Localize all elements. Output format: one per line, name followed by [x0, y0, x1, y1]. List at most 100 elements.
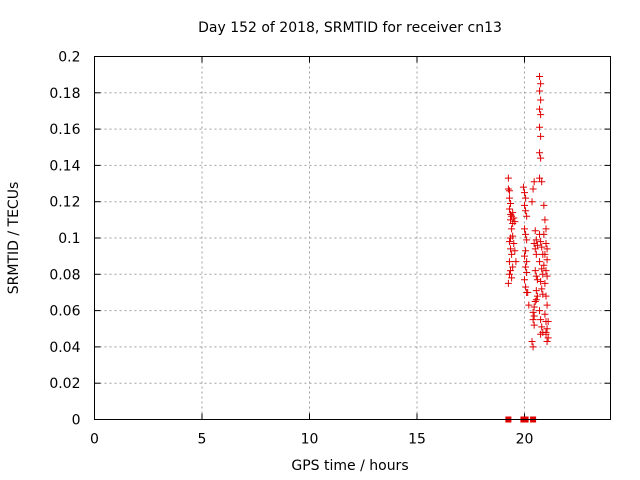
grid-lines [94, 56, 611, 420]
data-point [505, 187, 513, 195]
data-point [509, 263, 517, 271]
data-points [504, 72, 552, 423]
data-point [537, 278, 545, 286]
data-point [538, 285, 546, 293]
data-point [541, 250, 549, 258]
data-point [522, 230, 530, 238]
data-point [512, 258, 520, 266]
y-tick-label: 0 [72, 413, 81, 429]
data-point [537, 132, 545, 140]
data-point [521, 189, 528, 197]
data-point [544, 334, 552, 342]
data-point [507, 200, 515, 208]
data-point [533, 276, 541, 284]
data-point [525, 301, 533, 309]
data-point [542, 225, 550, 233]
data-point [536, 307, 544, 315]
data-point [522, 247, 530, 255]
data-point [505, 205, 513, 213]
data-point [530, 312, 538, 320]
data-point [532, 272, 540, 280]
y-tick-label: 0.1 [58, 231, 80, 247]
data-point [531, 245, 539, 253]
data-point [536, 105, 544, 113]
data-point [543, 272, 551, 280]
data-point [521, 225, 528, 233]
data-point [540, 261, 548, 269]
data-point [536, 174, 544, 182]
y-tick-label: 0.18 [49, 86, 80, 102]
data-point [504, 174, 512, 182]
y-tick-label: 0.12 [49, 195, 80, 211]
data-point [530, 178, 538, 186]
y-tick-label: 0.04 [49, 340, 80, 356]
data-point [532, 250, 540, 258]
x-tick-label: 5 [198, 432, 207, 448]
data-point [508, 225, 516, 233]
data-point [536, 123, 544, 131]
y-tick-label: 0.02 [49, 376, 80, 392]
data-point [544, 317, 552, 325]
chart-title: Day 152 of 2018, SRMTID for receiver cn1… [198, 20, 502, 36]
data-point [522, 194, 530, 202]
data-point [538, 178, 546, 186]
y-tick-label: 0.08 [49, 267, 80, 283]
x-axis-label: GPS time / hours [291, 458, 408, 474]
data-point [507, 267, 515, 275]
data-point [537, 316, 545, 324]
data-point [537, 111, 545, 119]
data-point [538, 265, 546, 273]
data-point [543, 337, 551, 345]
data-point [505, 270, 513, 278]
data-point [537, 238, 545, 246]
data-point [542, 292, 550, 300]
data-point [521, 201, 528, 209]
data-point [529, 308, 537, 316]
axis-ticks: 0 0.02 0.04 0.06 0.08 0.1 0.12 0.14 0.16 0.18 0.2 0… [49, 50, 611, 448]
data-point [528, 337, 536, 345]
data-point [542, 239, 550, 247]
data-point [510, 214, 518, 222]
data-point [532, 296, 540, 304]
data-point [532, 236, 540, 244]
x-tick-label: 15 [408, 432, 426, 448]
data-point [523, 258, 531, 266]
data-point [537, 96, 545, 104]
data-point [521, 252, 528, 260]
data-point [533, 241, 541, 249]
data-point [522, 263, 530, 271]
data-point [529, 185, 537, 193]
data-point [504, 279, 512, 287]
data-point [541, 216, 549, 224]
data-point [541, 310, 549, 318]
data-point [505, 238, 513, 246]
data-point [531, 267, 539, 275]
y-tick-label: 0.16 [49, 122, 80, 138]
data-point [538, 323, 546, 331]
plot-frame [94, 56, 611, 420]
y-tick-label: 0.06 [49, 304, 80, 320]
data-point [511, 218, 519, 226]
data-point [543, 245, 551, 253]
data-point [539, 290, 547, 298]
data-point [536, 258, 544, 266]
data-point [519, 183, 527, 191]
data-point [537, 80, 545, 88]
data-point [511, 247, 519, 255]
data-point [504, 185, 512, 193]
data-point [537, 154, 545, 162]
data-point [540, 201, 548, 209]
data-point [508, 250, 516, 258]
data-point [536, 149, 544, 157]
data-point [536, 72, 544, 80]
data-point [531, 298, 539, 306]
data-point [531, 227, 539, 235]
data-point [542, 267, 550, 275]
data-point [532, 287, 540, 295]
data-point [507, 234, 515, 242]
data-point [529, 343, 537, 351]
data-point [530, 321, 538, 329]
data-point [505, 258, 513, 266]
data-point [508, 274, 516, 282]
